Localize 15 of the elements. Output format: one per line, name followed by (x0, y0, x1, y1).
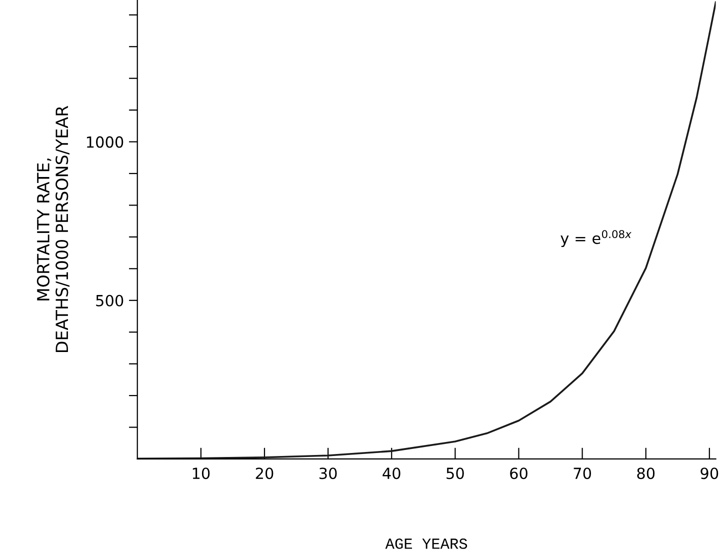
x-tick-label: 80 (637, 468, 655, 480)
x-tick-label: 10 (192, 468, 210, 480)
x-tick-label: 90 (700, 468, 718, 480)
y-axis-title: MORTALITY RATE, DEATHS/1000 PERSONS/YEAR (36, 106, 70, 352)
x-tick-label: 50 (446, 468, 464, 480)
y-tick-label: 1000 (86, 136, 124, 148)
x-tick-label: 40 (382, 468, 400, 480)
x-tick-label: 60 (510, 468, 528, 480)
series-label: y = e$^{0.08x}$ (560, 230, 632, 248)
x-tick-label: 30 (319, 468, 337, 480)
line-series (137, 1, 716, 459)
x-axis-title: AGE YEARS (385, 538, 468, 549)
x-tick-label: 20 (256, 468, 274, 480)
y-tick-label: 500 (96, 294, 124, 306)
x-tick-label: 70 (574, 468, 591, 480)
